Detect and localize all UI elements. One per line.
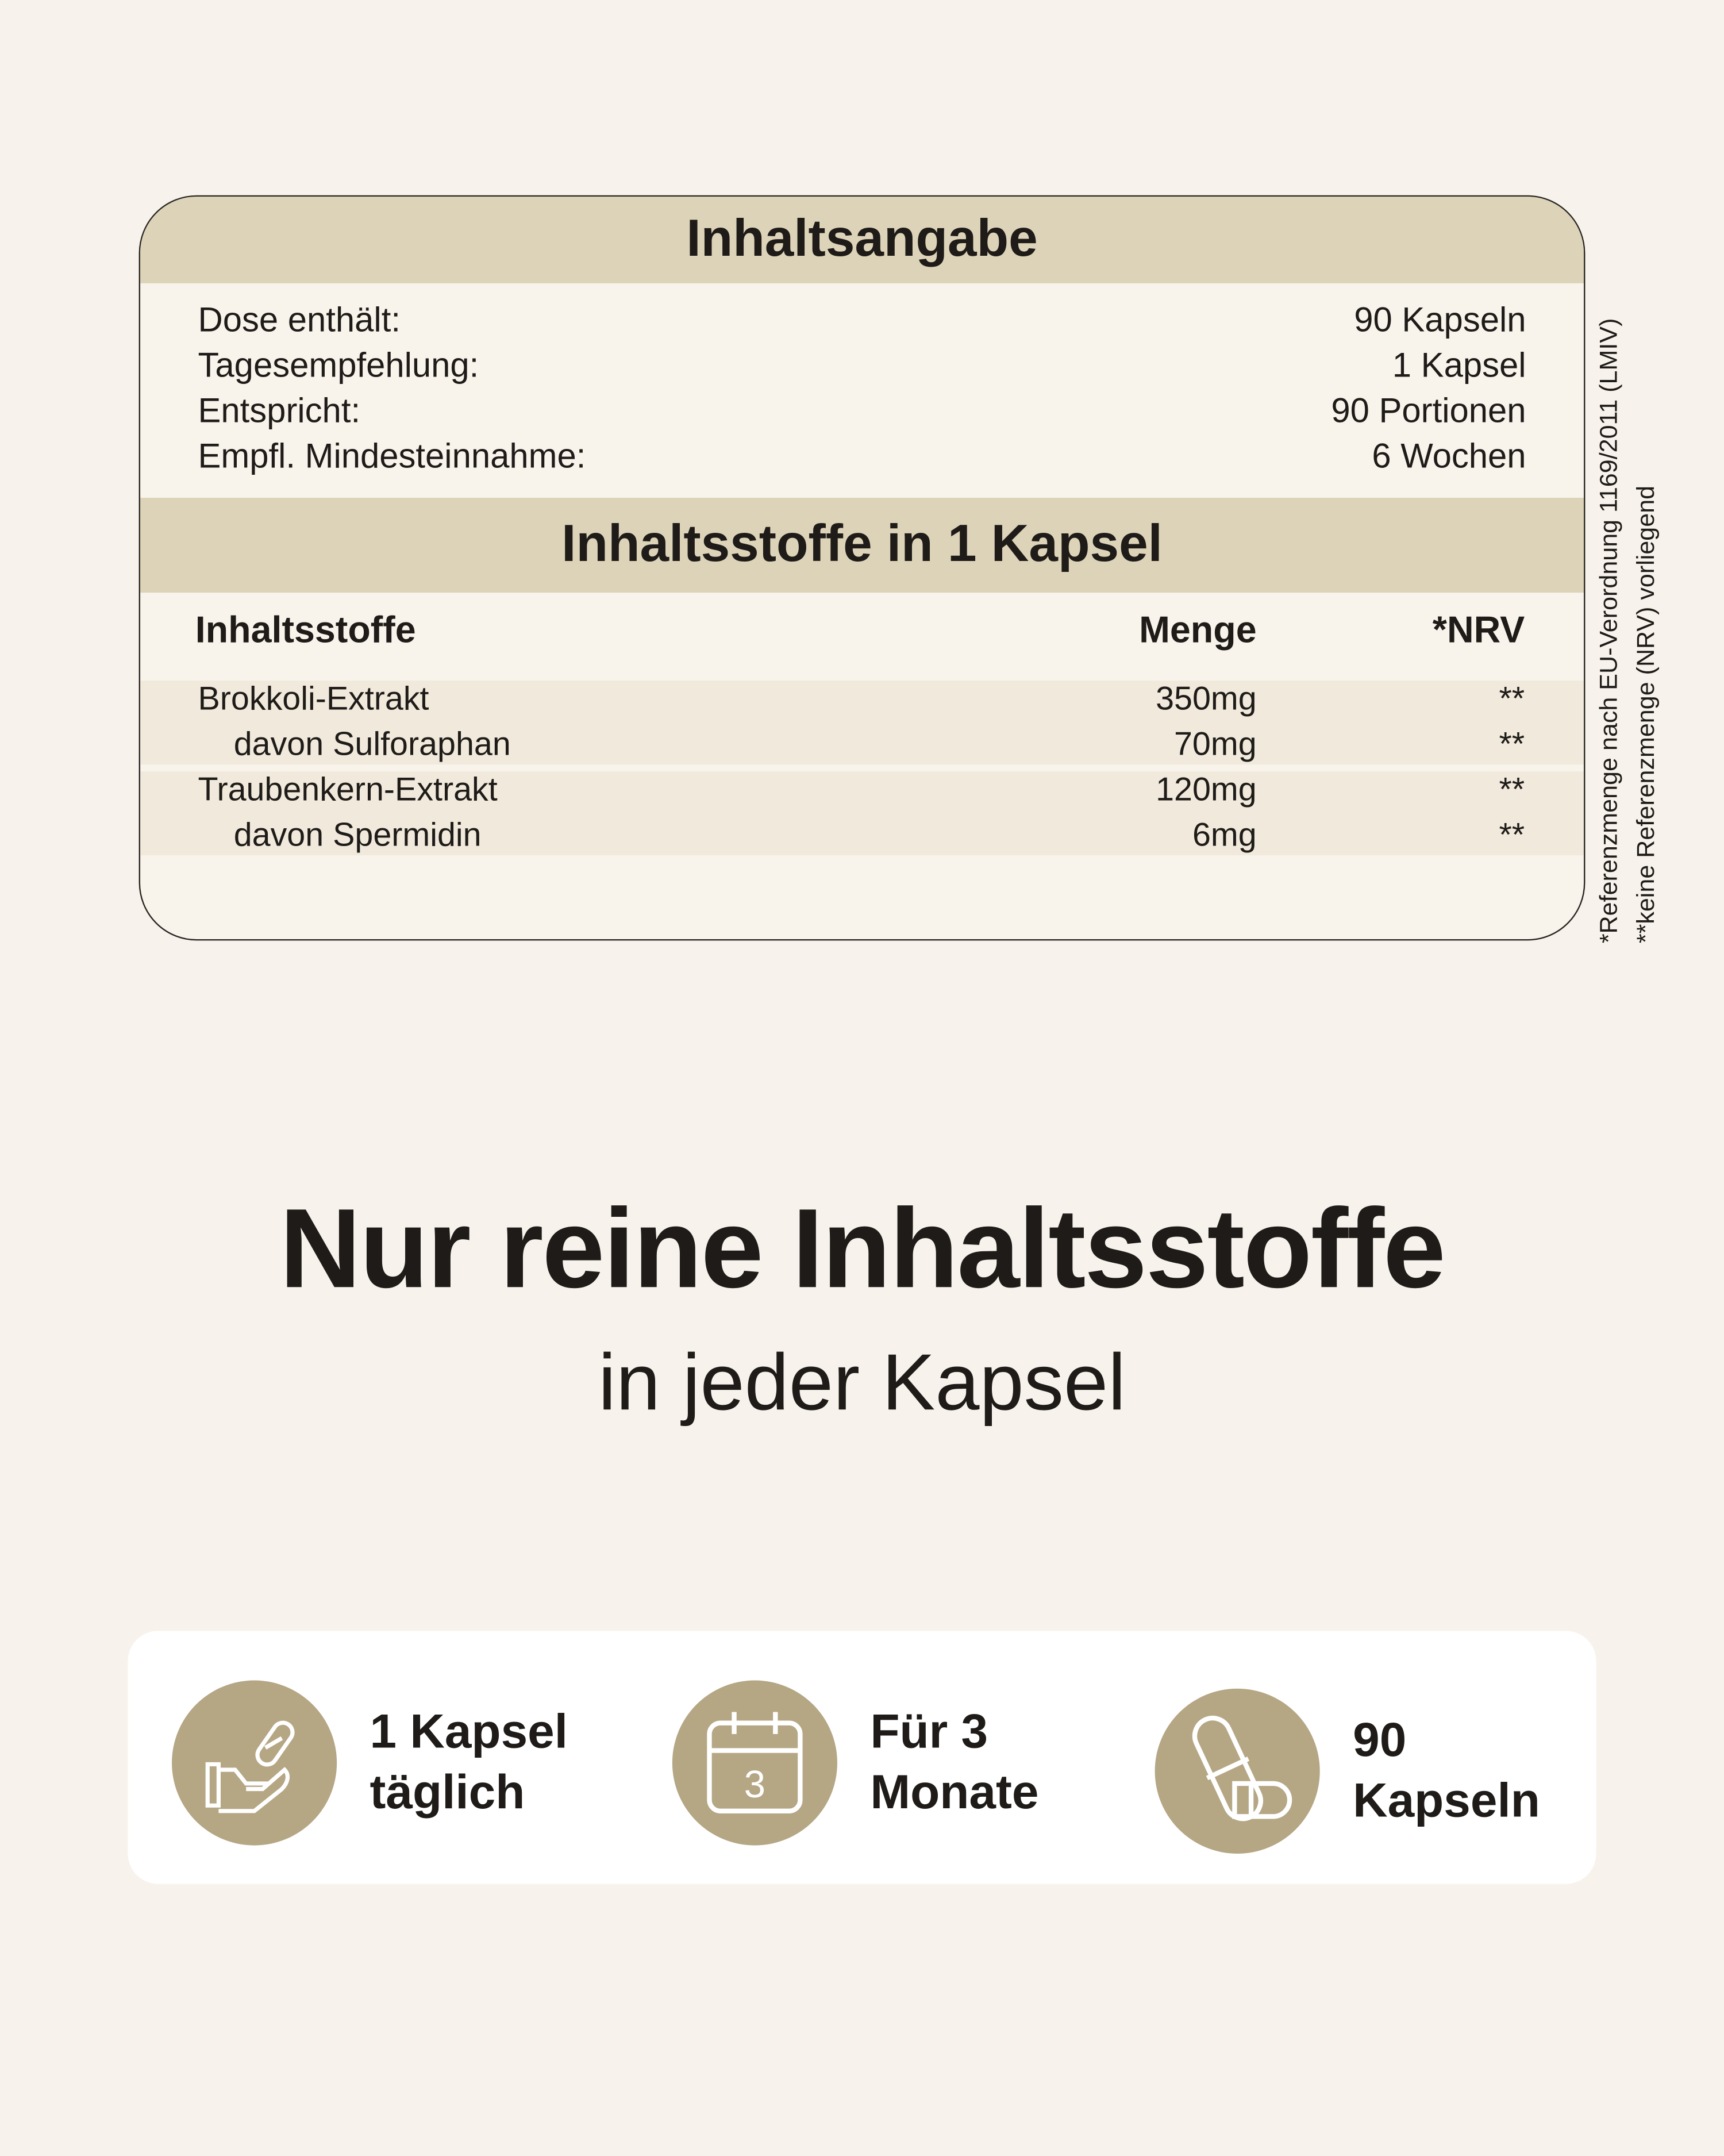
- table-row: Brokkoli-Extrakt 350mg **: [140, 678, 1584, 723]
- hand-capsule-icon: [172, 1680, 337, 1846]
- ingredient-nrv: **: [1499, 681, 1525, 718]
- subheadline: in jeder Kapsel: [598, 1338, 1126, 1428]
- ingredient-nrv: **: [1499, 771, 1525, 809]
- ingredient-amount: 70mg: [1173, 726, 1257, 763]
- footnote-no-nrv: **keine Referenzmenge (NRV) vorliegend: [1631, 485, 1660, 944]
- ingredient-nrv: **: [1499, 817, 1525, 854]
- table-row: Traubenkern-Extrakt 120mg **: [140, 768, 1584, 814]
- info-label: Dose enthält:: [198, 301, 401, 340]
- calendar-number: 3: [744, 1763, 765, 1806]
- row-group-shade: [140, 771, 1584, 856]
- info-row: Tagesempfehlung: 1 Kapsel: [198, 347, 1526, 386]
- feature-count: 90 Kapseln: [1155, 1688, 1540, 1854]
- info-row: Dose enthält: 90 Kapseln: [198, 301, 1526, 341]
- card-header-ingredients: Inhaltsstoffe in 1 Kapsel: [140, 498, 1584, 593]
- feature-daily: 1 Kapsel täglich: [172, 1680, 568, 1846]
- row-group-shade: [140, 681, 1584, 765]
- table-row: davon Sulforaphan 70mg **: [140, 723, 1584, 768]
- info-value: 1 Kapsel: [1392, 346, 1526, 385]
- calendar-icon: 3: [672, 1680, 837, 1846]
- feature-line: Für 3: [870, 1705, 988, 1759]
- card-header-contents: Inhaltsangabe: [140, 197, 1584, 283]
- column-header-ingredient: Inhaltsstoffe: [195, 609, 416, 651]
- info-label: Empfl. Mindesteinnahme:: [198, 437, 586, 476]
- ingredient-amount: 350mg: [1156, 681, 1257, 718]
- info-label: Tagesempfehlung:: [198, 346, 479, 385]
- feature-line: Kapseln: [1353, 1774, 1540, 1828]
- info-value: 90 Kapseln: [1354, 301, 1526, 340]
- ingredient-name: davon Spermidin: [233, 817, 482, 854]
- info-label: Entspricht:: [198, 391, 361, 431]
- ingredient-name: Traubenkern-Extrakt: [198, 771, 498, 809]
- features-box: 1 Kapsel täglich 3 Für 3 Monate 90 Kapseln: [128, 1631, 1596, 1884]
- feature-duration: 3 Für 3 Monate: [672, 1680, 1039, 1846]
- feature-line: täglich: [370, 1765, 525, 1820]
- feature-line: Monate: [870, 1765, 1039, 1820]
- info-value: 6 Wochen: [1372, 437, 1526, 476]
- info-row: Entspricht: 90 Portionen: [198, 392, 1526, 432]
- column-header-amount: Menge: [1139, 609, 1257, 651]
- headline: Nur reine Inhaltsstoffe: [279, 1186, 1446, 1312]
- feature-line: 1 Kapsel: [370, 1705, 568, 1759]
- ingredient-amount: 6mg: [1192, 817, 1257, 854]
- table-row: davon Spermidin 6mg **: [140, 814, 1584, 859]
- column-header-nrv: *NRV: [1432, 609, 1525, 651]
- nutrition-card: Inhaltsangabe Dose enthält: 90 Kapseln Ta…: [138, 195, 1586, 941]
- ingredient-nrv: **: [1499, 726, 1525, 763]
- ingredient-name: Brokkoli-Extrakt: [198, 681, 429, 718]
- ingredient-name: davon Sulforaphan: [233, 726, 511, 763]
- info-value: 90 Portionen: [1331, 391, 1526, 431]
- footnote-nrv: *Referenzmenge nach EU-Verordnung 1169/2…: [1595, 318, 1623, 944]
- ingredient-amount: 120mg: [1156, 771, 1257, 809]
- capsules-icon: [1155, 1688, 1320, 1854]
- feature-line: 90: [1353, 1713, 1407, 1767]
- info-row: Empfl. Mindesteinnahme: 6 Wochen: [198, 437, 1526, 477]
